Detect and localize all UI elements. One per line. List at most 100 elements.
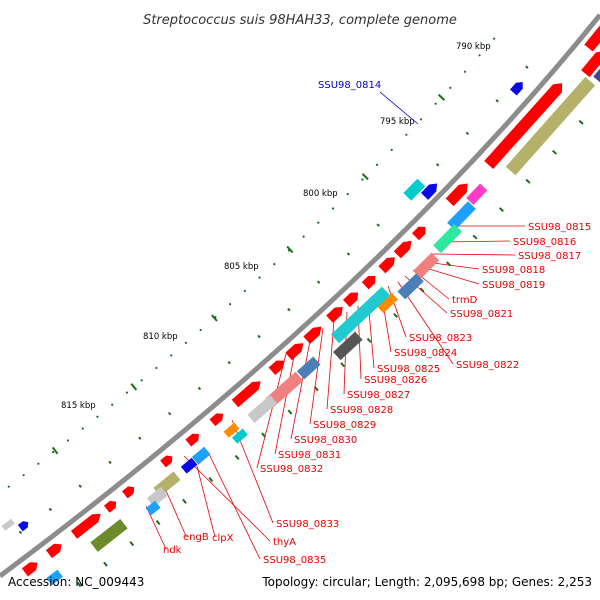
feature-40 xyxy=(90,518,128,552)
feature-18 xyxy=(330,286,391,344)
accession-text: Accession: NC_009443 xyxy=(8,575,144,589)
inner-tick xyxy=(419,287,425,293)
scale-dot xyxy=(434,102,437,105)
scale-dot xyxy=(243,289,246,293)
gene-label-SSU98_0830[interactable]: SSU98_0830 xyxy=(294,435,357,446)
gene-label-SSU98_0833[interactable]: SSU98_0833 xyxy=(276,519,339,530)
scale-dot xyxy=(66,439,70,442)
inner-tick xyxy=(525,178,531,184)
leader-line-SSU98_0814 xyxy=(379,91,419,125)
feature-17 xyxy=(326,306,343,323)
major-tick-3 xyxy=(211,314,218,322)
gene-label-SSU98_0824[interactable]: SSU98_0824 xyxy=(394,348,457,359)
leader-line xyxy=(163,485,187,537)
gene-label-ndk[interactable]: ndk xyxy=(163,545,182,556)
scale-dots xyxy=(7,37,584,588)
scale-dot xyxy=(317,221,320,224)
feature-38 xyxy=(103,500,117,513)
feature-13 xyxy=(361,275,376,290)
inner-tick xyxy=(393,312,399,318)
scale-dot xyxy=(81,427,84,430)
feature-2 xyxy=(593,68,600,83)
major-tick-2 xyxy=(286,245,294,254)
gene-label-SSU98_0827[interactable]: SSU98_0827 xyxy=(347,390,410,401)
scale-dot xyxy=(493,37,496,40)
feature-21 xyxy=(285,343,304,361)
feature-36 xyxy=(122,486,135,499)
gene-label-SSU98_0818[interactable]: SSU98_0818 xyxy=(482,265,545,276)
gene-label-SSU98_0821[interactable]: SSU98_0821 xyxy=(450,309,513,320)
label-leaders xyxy=(145,91,525,560)
feature-43 xyxy=(46,569,63,586)
gene-label-SSU98_0823[interactable]: SSU98_0823 xyxy=(409,333,472,344)
leader-line xyxy=(256,353,287,469)
feature-37 xyxy=(145,500,161,516)
feature-27 xyxy=(209,413,224,427)
leader-line xyxy=(183,455,271,542)
kbp-label-805: 805 kbp xyxy=(224,262,259,272)
minor-tick xyxy=(316,280,321,284)
scale-dot xyxy=(170,354,173,357)
minor-tick xyxy=(525,65,529,69)
gene-label-SSU98_0832[interactable]: SSU98_0832 xyxy=(260,464,323,475)
scale-dot xyxy=(419,118,423,121)
minor-tick xyxy=(435,163,440,167)
feature-30 xyxy=(185,433,200,447)
feature-29 xyxy=(232,428,248,444)
feature-28 xyxy=(223,422,240,438)
leader-line xyxy=(274,345,297,455)
inner-tick xyxy=(551,149,558,155)
scale-dot xyxy=(449,86,452,89)
gene-label-clpX[interactable]: clpX xyxy=(212,533,234,544)
gene-label-SSU98_0814[interactable]: SSU98_0814 xyxy=(318,80,381,91)
feature-0 xyxy=(584,25,600,52)
gene-label-SSU98_0828[interactable]: SSU98_0828 xyxy=(330,405,393,416)
gene-label-SSU98_0815[interactable]: SSU98_0815 xyxy=(528,222,591,233)
gene-label-SSU98_0816[interactable]: SSU98_0816 xyxy=(513,237,576,248)
feature-10 xyxy=(393,240,412,259)
feature-24 xyxy=(265,371,304,408)
kbp-label-810: 810 kbp xyxy=(143,332,178,342)
scale-dot xyxy=(22,474,25,477)
scale-dot xyxy=(273,263,276,266)
minor-tick xyxy=(287,307,291,312)
gene-label-SSU98_0819[interactable]: SSU98_0819 xyxy=(482,280,545,291)
gene-label-trmD[interactable]: trmD xyxy=(452,295,478,306)
scale-dot xyxy=(184,341,188,344)
feature-42 xyxy=(21,562,38,577)
kbp-label-790: 790 kbp xyxy=(456,42,491,52)
gene-label-SSU98_0817[interactable]: SSU98_0817 xyxy=(518,251,581,262)
leader-line xyxy=(290,335,312,440)
minor-tick xyxy=(346,252,351,256)
feature-26 xyxy=(247,394,278,423)
feature-44 xyxy=(403,178,426,201)
gene-label-SSU98_0825[interactable]: SSU98_0825 xyxy=(377,364,440,375)
minor-tick xyxy=(257,334,261,339)
scale-dot xyxy=(96,415,99,418)
gene-label-SSU98_0835[interactable]: SSU98_0835 xyxy=(263,555,326,566)
scale-dot xyxy=(199,328,202,332)
genome-summary: Topology: circular; Length: 2,095,698 bp… xyxy=(261,575,592,589)
scale-dot xyxy=(214,316,217,319)
minor-tick xyxy=(376,223,380,227)
kbp-label-815: 815 kbp xyxy=(61,401,96,411)
scale-dot xyxy=(405,133,408,136)
feature-19 xyxy=(333,331,363,361)
scale-dot xyxy=(361,178,364,181)
scale-dot xyxy=(463,70,467,73)
feature-15 xyxy=(377,292,398,314)
leader-line xyxy=(196,465,216,538)
gene-label-engB[interactable]: engB xyxy=(183,532,209,543)
gene-label-SSU98_0826[interactable]: SSU98_0826 xyxy=(364,375,427,386)
inner-tick xyxy=(103,561,108,567)
gene-label-SSU98_0822[interactable]: SSU98_0822 xyxy=(456,360,519,371)
scale-dot xyxy=(331,207,335,210)
scale-dot xyxy=(375,163,379,166)
gene-label-SSU98_0829[interactable]: SSU98_0829 xyxy=(313,420,376,431)
scale-ticks xyxy=(51,93,446,455)
feature-45 xyxy=(420,183,438,200)
minor-tick xyxy=(167,411,172,416)
gene-label-SSU98_0831[interactable]: SSU98_0831 xyxy=(278,450,341,461)
gene-label-thyA[interactable]: thyA xyxy=(273,537,296,548)
